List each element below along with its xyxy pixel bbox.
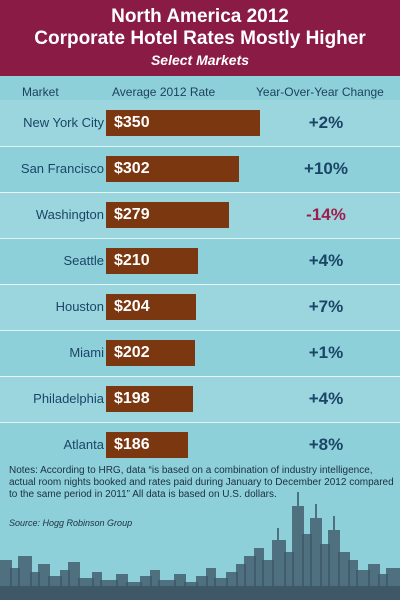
rate-value-label: $204 bbox=[114, 298, 150, 315]
change-value-label: +2% bbox=[308, 113, 344, 132]
rate-value-label: $198 bbox=[114, 390, 150, 407]
rate-value-label: $202 bbox=[114, 344, 150, 361]
market-label: Miami bbox=[69, 345, 104, 360]
rate-bar: $202 bbox=[106, 340, 195, 366]
market-label: Philadelphia bbox=[33, 391, 104, 406]
column-header-change: Year-Over-Year Change bbox=[256, 85, 384, 99]
row-divider bbox=[0, 146, 400, 147]
change-value-label: +8% bbox=[308, 435, 344, 454]
header-banner: North America 2012 Corporate Hotel Rates… bbox=[0, 0, 400, 76]
row-divider bbox=[0, 192, 400, 193]
city-skyline-illustration bbox=[0, 492, 400, 600]
source-text: Source: Hogg Robinson Group bbox=[9, 518, 133, 528]
column-header-rate: Average 2012 Rate bbox=[112, 85, 216, 99]
change-value-label: -14% bbox=[306, 205, 346, 224]
rate-bar: $302 bbox=[106, 156, 239, 182]
change-value-label: +7% bbox=[308, 297, 344, 316]
rate-value-label: $186 bbox=[114, 436, 150, 453]
row-background bbox=[0, 284, 400, 330]
chart-title-line1: North America 2012 bbox=[111, 6, 289, 27]
row-divider bbox=[0, 238, 400, 239]
rate-bar: $186 bbox=[106, 432, 188, 458]
change-value-label: +4% bbox=[308, 389, 344, 408]
rate-value-label: $210 bbox=[114, 252, 150, 269]
notes-text: Notes: According to HRG, data “is based … bbox=[9, 465, 394, 500]
rate-value-label: $350 bbox=[114, 114, 150, 131]
rate-bar: $279 bbox=[106, 202, 229, 228]
market-label: Atlanta bbox=[63, 437, 104, 452]
chart-title-line2: Corporate Hotel Rates Mostly Higher bbox=[34, 28, 366, 49]
rate-bar: $204 bbox=[106, 294, 196, 320]
column-header-market: Market bbox=[22, 85, 59, 99]
market-label: Houston bbox=[55, 299, 104, 314]
row-divider bbox=[0, 422, 400, 423]
change-value-label: +10% bbox=[304, 159, 348, 178]
market-label: New York City bbox=[23, 115, 104, 130]
rate-value-label: $279 bbox=[114, 206, 150, 223]
rate-bar: $198 bbox=[106, 386, 194, 412]
chart-subtitle: Select Markets bbox=[150, 52, 250, 68]
market-label: Washington bbox=[35, 207, 104, 222]
row-divider bbox=[0, 284, 400, 285]
row-divider bbox=[0, 376, 400, 377]
rate-value-label: $302 bbox=[114, 160, 150, 177]
change-value-label: +1% bbox=[308, 343, 344, 362]
market-label: Seattle bbox=[63, 253, 104, 268]
market-label: San Francisco bbox=[20, 161, 104, 176]
row-divider bbox=[0, 330, 400, 331]
rate-bar: $350 bbox=[106, 110, 260, 136]
row-background bbox=[0, 376, 400, 422]
rate-bar: $210 bbox=[106, 248, 199, 274]
change-value-label: +4% bbox=[308, 251, 344, 270]
